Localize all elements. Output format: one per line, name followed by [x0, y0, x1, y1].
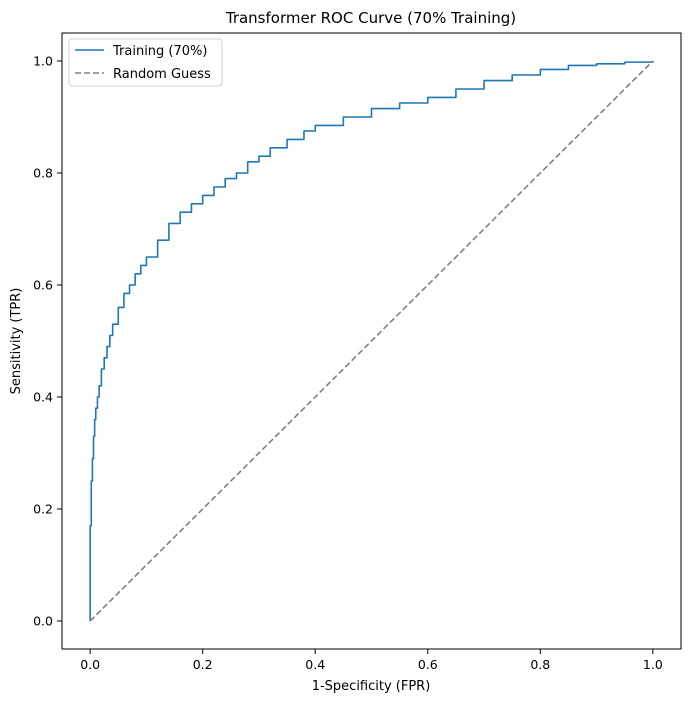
x-tick-label: 1.0 [643, 657, 663, 672]
y-tick-label: 0.2 [33, 502, 53, 517]
y-tick-label: 0.0 [33, 614, 53, 629]
chart-title: Transformer ROC Curve (70% Training) [225, 9, 516, 27]
plot-area-frame [61, 32, 682, 650]
training-roc-line [89, 61, 654, 621]
x-axis-label: 1-Specificity (FPR) [312, 679, 431, 694]
x-tick-label: 0.0 [80, 657, 100, 672]
x-tick-label: 0.8 [530, 657, 550, 672]
legend-label-training: Training (70%) [112, 44, 207, 59]
x-tick-label: 0.4 [305, 657, 325, 672]
x-axis-ticks: 0.0 0.2 0.4 0.6 0.8 1.0 [80, 649, 663, 672]
y-axis-ticks: 0.0 0.2 0.4 0.6 0.8 1.0 [33, 54, 62, 629]
x-tick-label: 0.2 [193, 657, 213, 672]
y-tick-label: 0.4 [33, 390, 53, 405]
legend: Training (70%) Random Guess [68, 38, 223, 87]
y-axis-label: Sensitivity (TPR) [9, 288, 24, 395]
y-tick-label: 0.6 [33, 278, 53, 293]
y-tick-label: 0.8 [33, 166, 53, 181]
legend-box [68, 38, 223, 87]
series-layer [89, 60, 654, 622]
x-tick-label: 0.6 [418, 657, 438, 672]
y-tick-label: 1.0 [33, 54, 53, 69]
random-guess-line [89, 60, 654, 622]
legend-label-random-guess: Random Guess [113, 67, 211, 82]
